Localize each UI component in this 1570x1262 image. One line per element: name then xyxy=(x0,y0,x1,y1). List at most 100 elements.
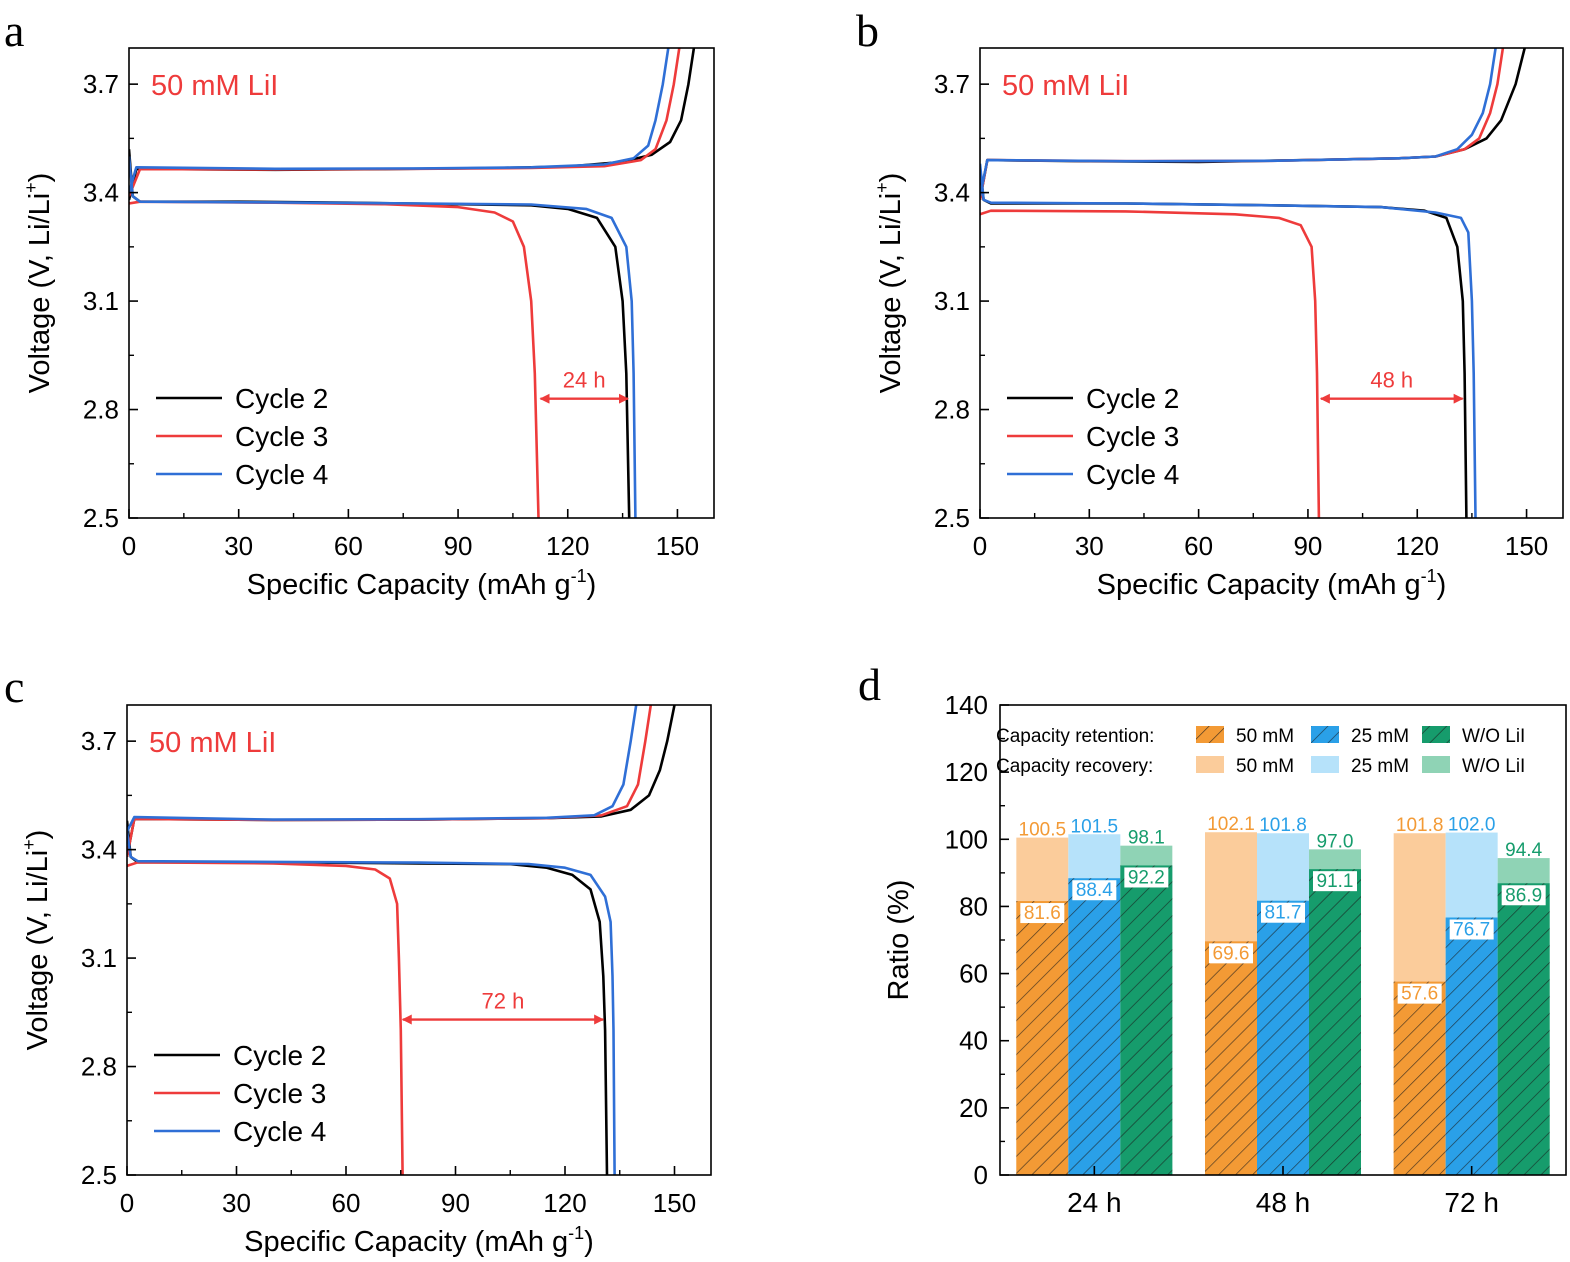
y-tick-label: 2.8 xyxy=(81,1052,117,1082)
x-tick-label: 0 xyxy=(122,531,136,561)
y-tick-label: 3.7 xyxy=(934,69,970,99)
series-cycle-3 xyxy=(127,705,653,1175)
panel-c: c 0 30 60 90 120 150 2.5 2.8 3.1 3.4 3.7 Specific Ca… xyxy=(4,661,712,1258)
x-axis-label-sup: -1 xyxy=(568,1223,584,1243)
y-tick-label: 20 xyxy=(959,1093,988,1123)
bar-recovery-label: 100.5 xyxy=(1019,820,1067,841)
y-axis-label-text: Voltage (V, Li/Li xyxy=(22,850,54,1050)
x-tick-label: 90 xyxy=(441,1188,470,1218)
panel-letter: b xyxy=(856,5,879,56)
legend-swatch-hatch xyxy=(1196,726,1224,743)
bar-retention-hatch xyxy=(1068,878,1121,1175)
bar-recovery-label: 101.8 xyxy=(1396,815,1444,836)
series-cycle-4 xyxy=(980,48,1497,518)
x-axis-label-sup: -1 xyxy=(1421,566,1437,586)
concentration-annotation: 50 mM LiI xyxy=(1002,70,1129,102)
plot-frame xyxy=(128,47,715,519)
bar-retention-hatch xyxy=(1393,981,1446,1175)
legend-entry: W/O LiI xyxy=(1462,726,1525,747)
x-tick-label: 30 xyxy=(224,531,253,561)
y-tick-label: 3.4 xyxy=(934,178,970,208)
y-tick-label: 40 xyxy=(959,1026,988,1056)
legend-entry: Cycle 4 xyxy=(233,1116,326,1147)
legend-entry: 50 mM xyxy=(1236,756,1294,777)
y-axis-label-end: ) xyxy=(875,173,907,183)
bar-retention-label: 92.2 xyxy=(1128,867,1165,888)
y-tick-label: 3.4 xyxy=(81,835,117,865)
x-tick-label: 60 xyxy=(332,1188,361,1218)
panel-letter: a xyxy=(4,5,24,56)
plot-frame xyxy=(126,704,712,1176)
bar-retention-label-bg xyxy=(1072,880,1117,901)
rest-time-label: 72 h xyxy=(482,989,525,1014)
y-tick-label: 140 xyxy=(945,690,988,720)
y-tick-label: 3.1 xyxy=(83,286,119,316)
y-tick-label: 80 xyxy=(959,891,988,921)
x-tick-label: 0 xyxy=(973,531,987,561)
concentration-annotation: 50 mM LiI xyxy=(149,727,276,759)
x-tick-label: 90 xyxy=(1293,531,1322,561)
legend: Cycle 2 Cycle 3 Cycle 4 xyxy=(154,1040,326,1147)
series-line-discharge xyxy=(127,820,609,1175)
legend-entry: 25 mM xyxy=(1351,756,1409,777)
x-category-label: 48 h xyxy=(1256,1187,1311,1218)
y-axis-label-text: Voltage (V, Li/Li xyxy=(875,193,907,393)
legend-swatch-hatch xyxy=(1311,726,1339,743)
y-tick-label: 3.7 xyxy=(83,69,119,99)
x-tick-label: 120 xyxy=(546,531,589,561)
bar-retention-label-bg xyxy=(1397,983,1442,1004)
legend: Cycle 2 Cycle 3 Cycle 4 xyxy=(1007,383,1179,490)
y-axis-label-sup: + xyxy=(19,839,39,850)
y-tick-label: 2.8 xyxy=(934,395,970,425)
bar-recovery-label: 101.5 xyxy=(1071,816,1119,837)
x-axis-label: Specific Capacity (mAh g-1) xyxy=(1097,566,1447,601)
bar-retention-label-bg xyxy=(1020,903,1065,924)
x-axis-label-end: ) xyxy=(587,569,597,601)
bar-recovery-label: 102.1 xyxy=(1207,814,1255,835)
legend-row-label: Capacity retention: xyxy=(996,726,1154,747)
series-line-discharge xyxy=(127,831,616,1175)
series-line-discharge xyxy=(980,163,1477,518)
bar-recovery-label: 101.8 xyxy=(1259,815,1307,836)
series-cycle-4 xyxy=(129,48,670,518)
panel-letter: d xyxy=(858,659,881,710)
panel-b: b 0 30 60 90 120 150 2.5 2.8 3.1 3.4 3.7 Specific Ca… xyxy=(856,5,1564,601)
legend-row-label: Capacity recovery: xyxy=(996,756,1153,777)
legend-swatch-hatch xyxy=(1422,726,1450,743)
bar-retention-hatch xyxy=(1016,901,1069,1175)
series-line-charge xyxy=(980,48,1497,197)
bar-retention-label: 86.9 xyxy=(1505,885,1542,906)
x-tick-label: 150 xyxy=(656,531,699,561)
y-axis-label-end: ) xyxy=(22,830,54,840)
series-cycle-2 xyxy=(129,48,696,518)
x-tick-label: 120 xyxy=(1396,531,1439,561)
bar-retention-label: 88.4 xyxy=(1076,880,1113,901)
legend-entry: Cycle 4 xyxy=(1086,459,1179,490)
y-tick-label: 2.8 xyxy=(83,395,119,425)
legend-entry: Cycle 3 xyxy=(235,421,328,452)
legend-entry: 50 mM xyxy=(1236,726,1294,747)
plot-frame xyxy=(979,47,1564,519)
panel-a: a 0 30 60 90 120 150 2.5 2.8 3.1 3.4 3.7 Specific Ca… xyxy=(4,5,715,601)
y-tick-label: 0 xyxy=(974,1160,988,1190)
x-tick-label: 90 xyxy=(444,531,473,561)
legend-entry: W/O LiI xyxy=(1462,756,1525,777)
concentration-annotation: 50 mM LiI xyxy=(151,70,278,102)
series-cycle-4 xyxy=(127,705,638,1175)
bar-retention-hatch xyxy=(1205,941,1257,1175)
bar-retention-hatch xyxy=(1309,869,1361,1175)
y-axis-label: Voltage (V, Li/Li+) xyxy=(872,173,907,394)
bar-retention-label-bg xyxy=(1261,902,1305,923)
x-axis-label-text: Specific Capacity (mAh g xyxy=(247,569,571,601)
x-axis-label-text: Specific Capacity (mAh g xyxy=(244,1226,568,1258)
series-line-discharge xyxy=(129,156,637,518)
bar-recovery-label: 98.1 xyxy=(1128,828,1165,849)
bar-recovery-label: 102.0 xyxy=(1448,815,1496,836)
x-category-label: 24 h xyxy=(1067,1187,1122,1218)
y-tick-label: 2.5 xyxy=(934,503,970,533)
bar-retention-label: 81.7 xyxy=(1265,903,1302,924)
y-tick-label: 100 xyxy=(945,824,988,854)
legend-entry: 25 mM xyxy=(1351,726,1409,747)
legend-entry: Cycle 3 xyxy=(233,1078,326,1109)
